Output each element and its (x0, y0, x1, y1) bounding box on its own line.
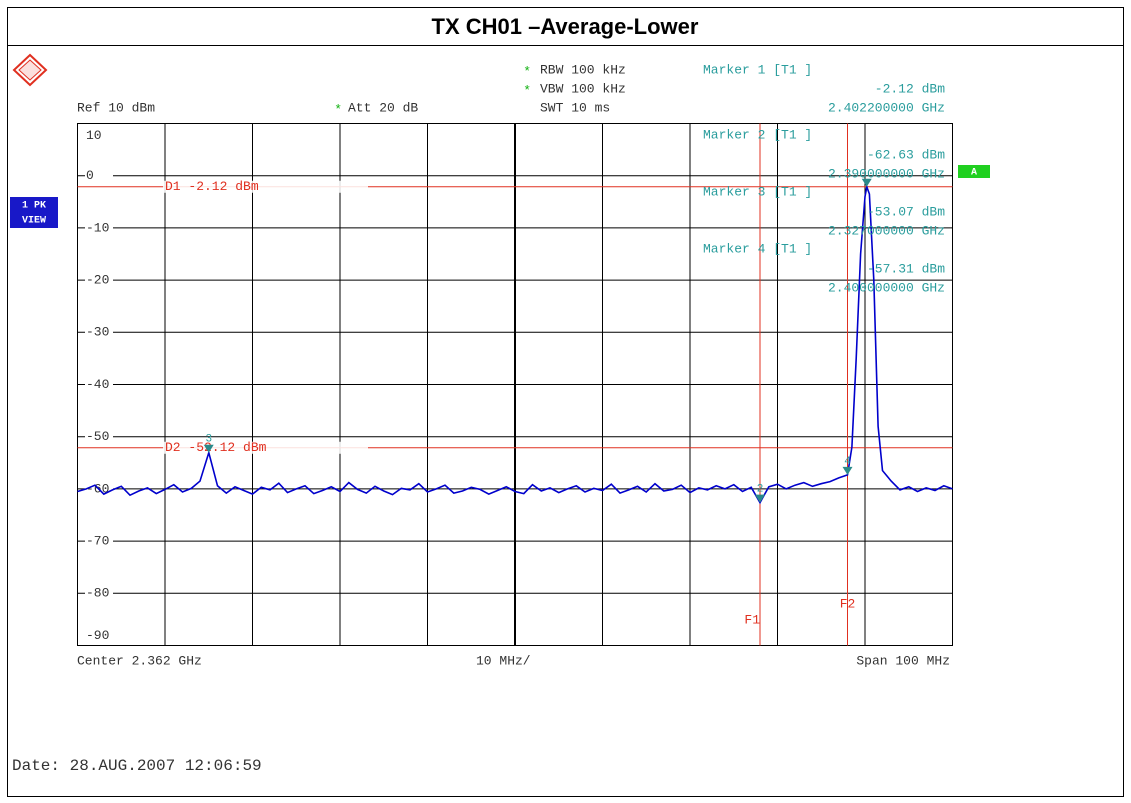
date: Date: 28.AUG.2007 12:06:59 (12, 757, 262, 775)
tick-label-bg (85, 221, 113, 234)
y-tick-label: -10 (86, 220, 109, 235)
trace (77, 183, 953, 505)
y-tick-label: 10 (86, 128, 102, 143)
marker (203, 444, 214, 453)
display-label-bg (163, 441, 368, 454)
marker-name: Marker 3 [T1 ] (703, 184, 812, 199)
tick-label-bg (85, 378, 113, 391)
marker-freq: 2.327000000 GHz (828, 223, 945, 238)
tick-label-bg (85, 169, 113, 182)
marker-number: 2 (757, 484, 764, 496)
marker-name: Marker 4 [T1 ] (703, 241, 812, 256)
marker-level: -62.63 dBm (867, 147, 945, 162)
marker-level: -2.12 dBm (875, 81, 945, 96)
setting: VBW 100 kHz (540, 81, 626, 96)
logo (12, 53, 48, 87)
marker-level: -57.31 dBm (867, 261, 945, 276)
display-line-label: D1 -2.12 dBm (165, 179, 259, 194)
y-tick-label: -70 (86, 534, 109, 549)
marker-freq: 2.400000000 GHz (828, 280, 945, 295)
tick-label-bg (85, 535, 113, 548)
y-tick-label: 0 (86, 168, 94, 183)
marker-level: -53.07 dBm (867, 204, 945, 219)
trace-badge-text: 1 PK (22, 201, 46, 212)
trace-badge-text: VIEW (22, 216, 46, 227)
marker (861, 178, 872, 187)
setting: SWT 10 ms (540, 100, 610, 115)
marker-number: 4 (844, 456, 851, 468)
marker (755, 494, 765, 503)
span-per-div: 10 MHz/ (476, 653, 531, 668)
tick-label-bg (85, 430, 113, 443)
tick-label-bg (85, 326, 113, 339)
trace-badge (10, 197, 58, 228)
marker (842, 466, 853, 475)
marker-number: 3 (205, 434, 212, 446)
y-tick-label: -20 (86, 273, 109, 288)
center-freq: Center 2.362 GHz (77, 653, 202, 668)
setting: RBW 100 kHz (540, 62, 626, 77)
attenuation: Att 20 dB (348, 100, 418, 115)
att-star: * (334, 102, 342, 117)
marker-freq: 2.402200000 GHz (828, 100, 945, 115)
y-tick-label: -30 (86, 325, 109, 340)
display-label-bg (163, 180, 368, 193)
y-tick-label: -40 (86, 377, 109, 392)
y-tick-label: -80 (86, 586, 109, 601)
marker-name: Marker 1 [T1 ] (703, 62, 812, 77)
setting-star: * (523, 64, 531, 79)
chart-title: TX CH01 –Average-Lower (432, 14, 699, 39)
ref-level: Ref 10 dBm (77, 100, 155, 115)
tick-label-bg (85, 274, 113, 287)
y-tick-label: -90 (86, 628, 109, 643)
badge-a-text: A (971, 168, 977, 179)
tick-label-bg (85, 587, 113, 600)
marker-freq: 2.390000000 GHz (828, 166, 945, 181)
frequency-line-label: F2 (840, 596, 856, 611)
span: Span 100 MHz (856, 653, 950, 668)
setting-star: * (523, 83, 531, 98)
y-tick-label: -50 (86, 429, 109, 444)
frequency-line-label: F1 (744, 612, 760, 627)
marker-name: Marker 2 [T1 ] (703, 127, 812, 142)
badge-a (958, 165, 990, 178)
display-line-label: D2 -52.12 dBm (165, 440, 267, 455)
